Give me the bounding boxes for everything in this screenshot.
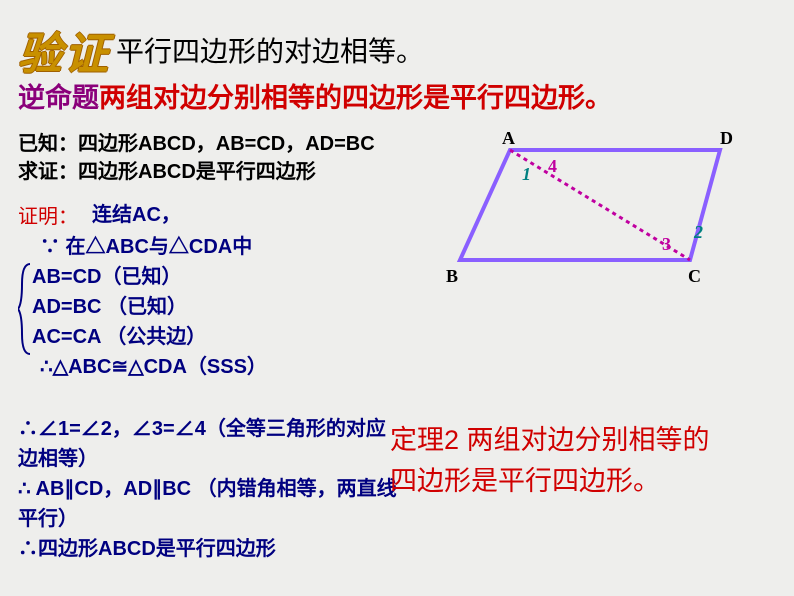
proof-body: ∵ 在△ABC与△CDA中 AB=CD（已知） AD=BC （已知） AC=CA…: [32, 232, 267, 382]
proof-line2: ∵ 在△ABC与△CDA中: [40, 232, 267, 262]
inverse-label: 逆命题: [18, 83, 99, 113]
svg-text:3: 3: [662, 234, 671, 254]
proof-label: 证明：: [18, 200, 78, 229]
proof-line3: AB=CD（已知）: [32, 262, 267, 292]
svg-text:C: C: [688, 266, 701, 286]
brace-icon: [18, 262, 34, 356]
proof-line5: AC=CA （公共边）: [32, 322, 267, 352]
proof-line4: AD=BC （已知）: [32, 292, 267, 322]
conclusion-line1: ∴∠1=∠2，∠3=∠4（全等三角形的对应边相等）: [18, 414, 398, 474]
theorem-line2: 四边形是平行四边形。: [390, 461, 710, 502]
svg-text:1: 1: [522, 164, 531, 184]
theorem-line1: 定理2 两组对边分别相等的: [390, 420, 710, 461]
conclusion-block: ∴∠1=∠2，∠3=∠4（全等三角形的对应边相等） ∴ AB∥CD，AD∥BC …: [18, 414, 398, 564]
svg-text:D: D: [720, 130, 733, 148]
heading-row: 验证 平行四边形的对边相等。: [18, 18, 424, 82]
given-line2: 求证：四边形ABCD是平行四边形: [18, 158, 375, 186]
proof-line1: 连结AC，: [92, 200, 181, 230]
svg-text:A: A: [502, 130, 515, 148]
conclusion-line3: ∴四边形ABCD是平行四边形: [18, 534, 398, 564]
inverse-proposition: 逆命题两组对边分别相等的四边形是平行四边形。: [18, 76, 612, 115]
svg-text:2: 2: [693, 222, 703, 242]
yanzheng-stylized: 验证: [18, 18, 110, 82]
given-block: 已知：四边形ABCD，AB=CD，AD=BC 求证：四边形ABCD是平行四边形: [18, 130, 375, 186]
theorem-block: 定理2 两组对边分别相等的 四边形是平行四边形。: [390, 420, 710, 501]
svg-text:B: B: [446, 266, 458, 286]
inverse-text: 两组对边分别相等的四边形是平行四边形。: [99, 83, 612, 113]
proof-line6: ∴△ABC≅△CDA（SSS）: [40, 352, 267, 382]
conclusion-line2: ∴ AB∥CD，AD∥BC （内错角相等，两直线平行）: [18, 474, 398, 534]
given-line1: 已知：四边形ABCD，AB=CD，AD=BC: [18, 130, 375, 158]
svg-text:4: 4: [548, 156, 557, 176]
parallelogram-diagram: A D C B 1 4 2 3: [440, 130, 770, 290]
heading-text: 平行四边形的对边相等。: [116, 30, 424, 70]
